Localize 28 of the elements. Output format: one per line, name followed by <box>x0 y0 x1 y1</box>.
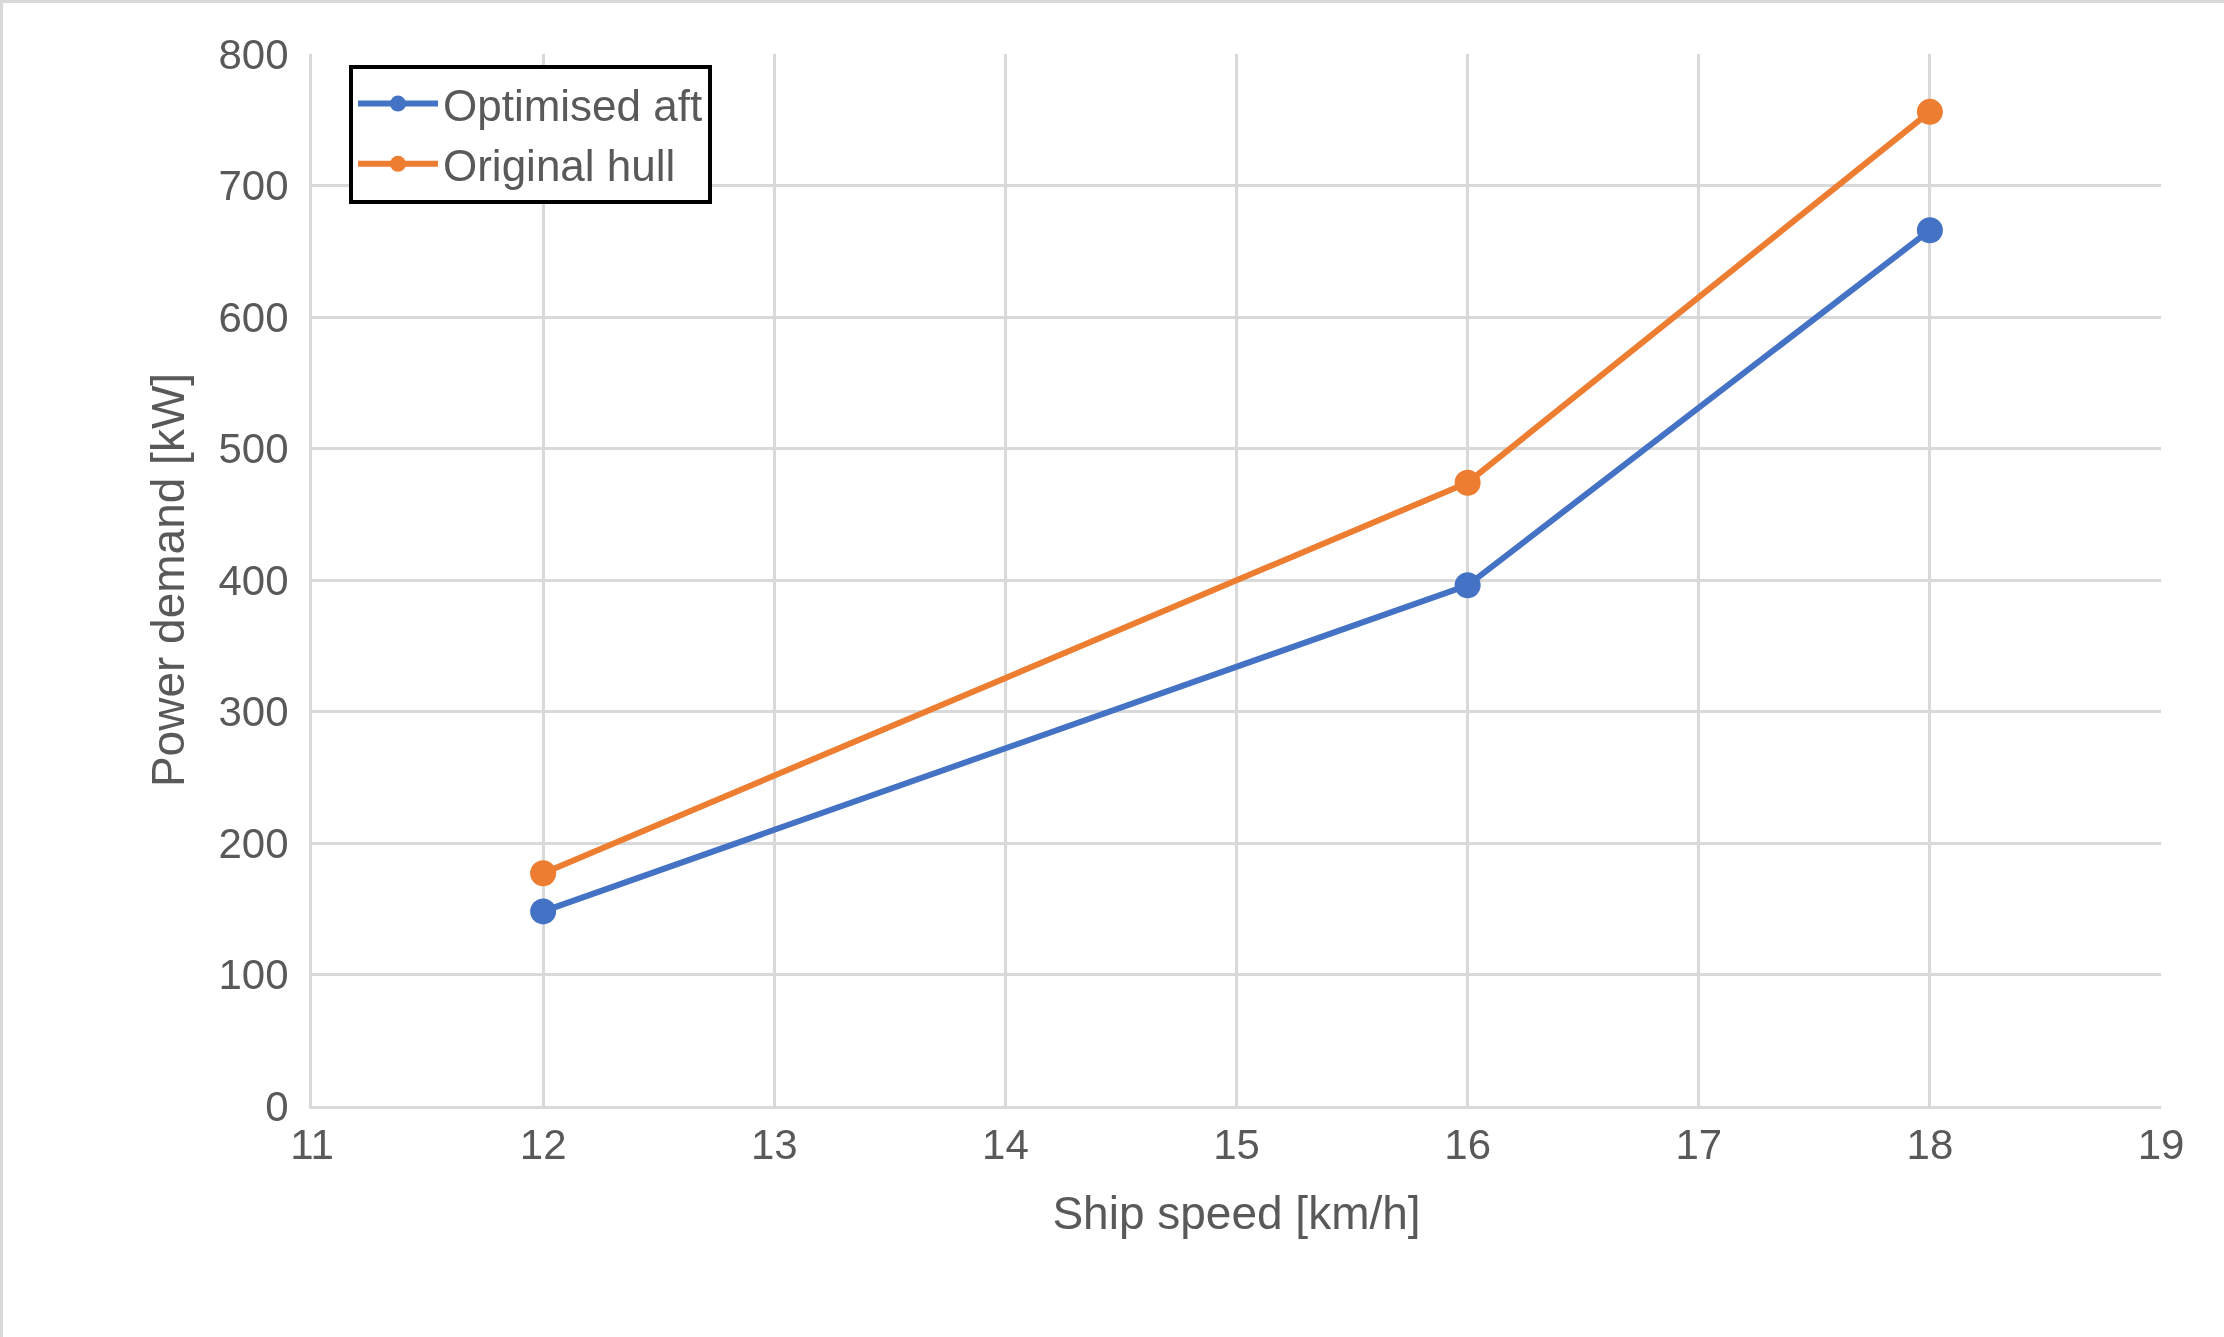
y-tick-label: 0 <box>265 1082 289 1130</box>
x-tick-label: 14 <box>982 1121 1029 1169</box>
point <box>530 860 557 887</box>
x-tick-label: 12 <box>519 1121 567 1169</box>
x-tick-label: 13 <box>750 1121 798 1169</box>
y-tick-label: 100 <box>218 951 289 999</box>
x-tick-label: 15 <box>1213 1121 1260 1169</box>
y-tick-label: 300 <box>218 688 289 736</box>
y-tick-label: 800 <box>218 30 289 78</box>
y-tick-label: 200 <box>218 819 289 867</box>
y-tick-label: 600 <box>218 293 289 341</box>
y-tick-label: 400 <box>218 556 289 604</box>
point <box>1916 217 1943 244</box>
x-tick-label: 19 <box>2137 1121 2185 1169</box>
point <box>1916 98 1943 125</box>
point <box>1454 572 1481 599</box>
point <box>530 898 557 925</box>
y-tick-label: 500 <box>218 425 289 473</box>
point <box>1454 469 1481 496</box>
y-tick-label: 700 <box>218 162 289 210</box>
x-tick-label: 18 <box>1906 1121 1954 1169</box>
legend-label: Original hull <box>442 140 676 190</box>
x-tick-label: 16 <box>1444 1121 1491 1169</box>
x-tick-label: 17 <box>1675 1121 1723 1169</box>
legend-label: Optimised aft <box>442 80 703 130</box>
x-tick-label: 11 <box>290 1121 334 1169</box>
x-axis-title: Ship speed [km/h] <box>1052 1187 1421 1240</box>
y-axis-title: Power demand [kW] <box>141 372 194 788</box>
